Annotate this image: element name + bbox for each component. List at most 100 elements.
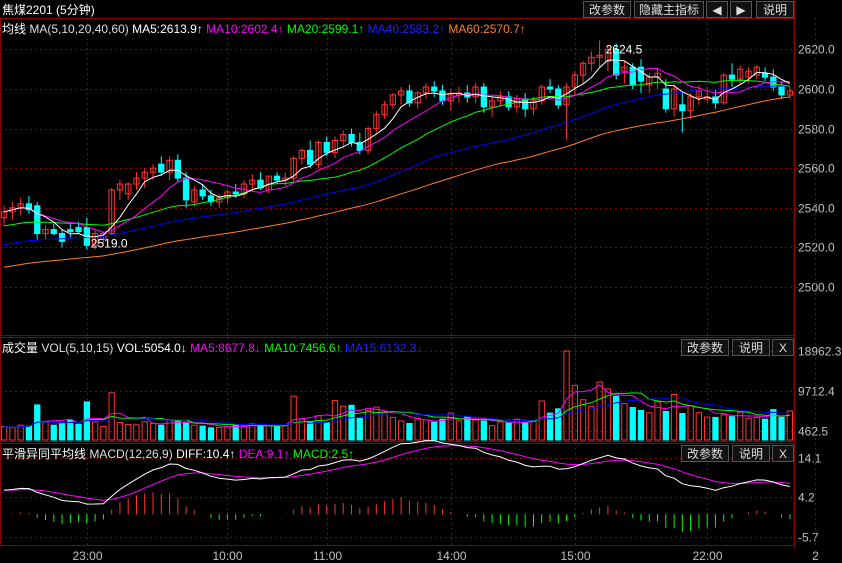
volume-bar (670, 394, 678, 441)
price-tick-label: 2500.0 (798, 281, 835, 295)
volume-bar (480, 420, 488, 441)
macd-label: 平滑异同平均线 (2, 447, 87, 461)
candle-body (745, 70, 752, 78)
macd-params: MACD(12,26,9) (89, 447, 173, 461)
macd-close-icon[interactable]: X (772, 445, 794, 462)
volume-bar (25, 425, 33, 441)
volume-bar (621, 403, 628, 441)
volume-bar (199, 425, 206, 441)
candle-body (422, 86, 430, 94)
volume-close-icon[interactable]: X (772, 339, 794, 356)
volume-bar (298, 418, 306, 441)
ma10-line (3, 67, 790, 233)
volume-bar (75, 423, 82, 441)
volume-bar (538, 400, 545, 441)
candle-body (489, 100, 496, 108)
prev-arrow-icon[interactable]: ◀ (706, 1, 728, 18)
macd-params-button[interactable]: 改参数 (681, 445, 729, 462)
macd-tick-label: 14.1 (798, 452, 822, 466)
candle-body (695, 90, 703, 98)
candle-body (356, 142, 363, 151)
volume-bar (629, 407, 636, 441)
volume-bar (679, 413, 686, 441)
volume-bar (497, 421, 504, 441)
candle-body (207, 195, 215, 203)
candle-body (232, 191, 239, 195)
vol-ma5-legend: MA5:8677.8↓ (190, 341, 261, 355)
candle-body (108, 189, 115, 235)
candle-body (298, 149, 306, 159)
high-price-annotation: 2624.5 (606, 43, 643, 57)
candle-body (340, 134, 347, 141)
candle-body (290, 157, 297, 179)
time-tick-label: 22:00 (692, 549, 722, 563)
volume-bar (50, 424, 57, 441)
volume-bar (92, 421, 99, 441)
volume-bar (662, 410, 670, 441)
volume-bar (761, 418, 769, 441)
volume-bar (712, 416, 719, 441)
volume-bar (431, 421, 438, 441)
volume-bar (323, 421, 330, 441)
volume-bar (340, 405, 347, 441)
candle-body (786, 90, 794, 96)
volume-bar (1, 426, 8, 441)
candle-body (348, 134, 355, 143)
volume-bar (249, 423, 256, 441)
vol-legend: VOL:5054.0↓ (116, 341, 187, 355)
macd-tick-label: -5.7 (798, 531, 819, 545)
volume-bar (770, 409, 777, 441)
volume-bar (571, 384, 579, 441)
volume-bar (216, 426, 223, 441)
candle-body (381, 104, 388, 116)
candle-body (398, 90, 405, 96)
next-arrow-icon[interactable]: ▶ (730, 1, 752, 18)
params-button[interactable]: 改参数 (583, 1, 631, 18)
macd-help-button[interactable]: 说明 (732, 445, 770, 462)
volume-bar (704, 416, 711, 441)
volume-params-button[interactable]: 改参数 (681, 339, 729, 356)
candle-body (249, 179, 256, 185)
volume-bar (307, 421, 314, 441)
candle-body (588, 56, 595, 64)
candle-body (670, 88, 678, 110)
vol-ma10-line (4, 392, 790, 428)
ma60-legend: MA60:2570.7↑ (448, 22, 526, 36)
candle-body (166, 159, 173, 173)
candle-body (116, 183, 124, 191)
candle-body (761, 72, 769, 78)
dea-line (4, 445, 790, 501)
volume-bar (588, 405, 595, 441)
volume-bar (141, 421, 148, 441)
volume-tick-label: 9712.4 (798, 385, 835, 399)
candle-body (505, 96, 512, 108)
hide-indicator-button[interactable]: 隐藏主指标 (634, 1, 704, 18)
diff-line (4, 440, 790, 505)
volume-bar (364, 409, 372, 441)
volume-bar (753, 416, 760, 441)
price-tick-label: 2600.0 (798, 83, 835, 97)
candle-body (42, 229, 49, 235)
candle-body (50, 229, 57, 235)
candle-body (406, 90, 413, 104)
volume-bar (505, 422, 512, 441)
volume-bar (654, 401, 661, 441)
candle-body (778, 86, 785, 96)
candle-body (149, 167, 157, 173)
candle-body (414, 92, 421, 104)
time-tick-label: 2 (812, 549, 819, 563)
volume-tick-label: 18962.3 (798, 345, 842, 359)
ma20-legend: MA20:2599.1↑ (286, 22, 365, 36)
volume-help-button[interactable]: 说明 (732, 339, 770, 356)
volume-legend: 成交量 VOL(5,10,15) VOL:5054.0↓ MA5:8677.8↓… (2, 339, 422, 356)
candle-body (546, 86, 554, 90)
help-button[interactable]: 说明 (756, 1, 794, 18)
volume-bar (133, 424, 140, 441)
volume-bar (737, 411, 744, 441)
volume-bar (174, 420, 181, 441)
candle-body (141, 171, 148, 179)
candle-body (191, 189, 198, 203)
candle-body (273, 175, 281, 181)
volume-bar (58, 423, 66, 441)
price-tick-label: 2520.0 (798, 241, 835, 255)
